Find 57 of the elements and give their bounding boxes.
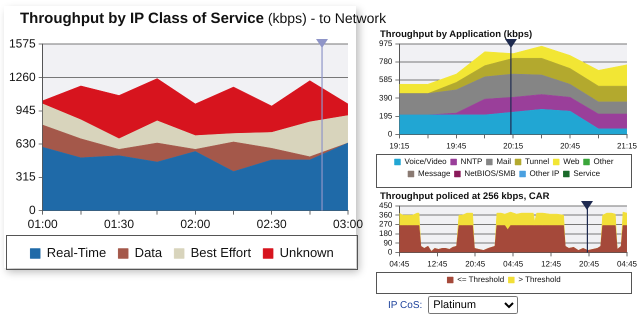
y-tick-label: 90 — [383, 238, 393, 248]
x-tick-label: 01:00 — [28, 217, 58, 232]
legend-label: Best Effort — [190, 245, 252, 260]
x-tick-label: 12:45 — [541, 259, 562, 268]
x-tick-label: 12:45 — [427, 259, 448, 268]
legend-label: Service — [573, 169, 601, 178]
chart-title: Throughput by IP Class of Service — [20, 10, 264, 27]
x-tick-label: 02:00 — [180, 217, 211, 232]
chart-title: Throughput policed at 256 kbps, CAR — [380, 191, 550, 202]
x-tick-label: 02:30 — [256, 217, 288, 232]
y-tick-label: 360 — [378, 210, 393, 220]
legend-label: Unknown — [280, 245, 334, 260]
x-tick-label: 20:45 — [579, 259, 600, 268]
y-tick-label: 975 — [378, 39, 393, 48]
x-tick-label: 19:45 — [446, 141, 467, 150]
y-tick-label: 945 — [16, 103, 36, 118]
text: IP CoS: — [388, 300, 422, 310]
legend-label: Mail — [496, 157, 512, 166]
x-tick-label: 04:45 — [503, 259, 524, 268]
y-tick-label: 180 — [378, 228, 393, 238]
x-tick-label: 21:15 — [616, 141, 638, 150]
y-tick-label: 0 — [388, 248, 393, 257]
x-tick-label: 04:45 — [616, 259, 638, 268]
legend-label: Other IP — [530, 169, 560, 178]
x-tick-label: 19:15 — [389, 141, 410, 150]
legend-label: Tunnel — [525, 157, 550, 166]
y-tick-label: 315 — [16, 170, 36, 184]
y-tick-label: 270 — [378, 220, 393, 229]
y-tick-label: 585 — [378, 75, 393, 84]
x-tick-label: 20:45 — [465, 259, 486, 268]
x-tick-label: 01:30 — [104, 217, 134, 232]
chart-subtitle: (kbps) - to Network — [266, 10, 386, 26]
y-tick-label: 0 — [388, 130, 393, 139]
x-tick-label: 04:45 — [389, 259, 410, 268]
chart-title: Throughput by Application (kbps) — [380, 29, 532, 40]
y-tick-label: 0 — [29, 202, 36, 217]
y-tick-label: 390 — [378, 93, 393, 102]
legend-label: <= Threshold — [457, 275, 504, 284]
y-tick-label: 630 — [16, 136, 36, 150]
legend-label: Voice/Video — [404, 157, 448, 166]
y-tick-label: 450 — [378, 201, 393, 210]
legend-label: NNTP — [460, 157, 482, 166]
y-tick-label: 780 — [378, 57, 393, 66]
y-tick-label: 1260 — [8, 70, 36, 84]
legend-label: > Threshold — [518, 275, 561, 284]
x-tick-label: 20:15 — [503, 141, 524, 150]
legend-label: Other — [594, 157, 614, 166]
y-tick-label: 1575 — [8, 36, 36, 51]
legend-label: Data — [134, 245, 163, 260]
legend-label: Web — [563, 157, 580, 166]
legend-label: NetBIOS/SMB — [464, 169, 516, 178]
x-tick-label: 20:45 — [560, 141, 581, 150]
dropdown: Platinum — [428, 296, 518, 314]
x-tick-label: 03:00 — [332, 217, 364, 232]
y-tick-label: 195 — [378, 111, 393, 120]
legend-label: Message — [418, 169, 451, 178]
legend-label: Real-Time — [46, 245, 106, 260]
